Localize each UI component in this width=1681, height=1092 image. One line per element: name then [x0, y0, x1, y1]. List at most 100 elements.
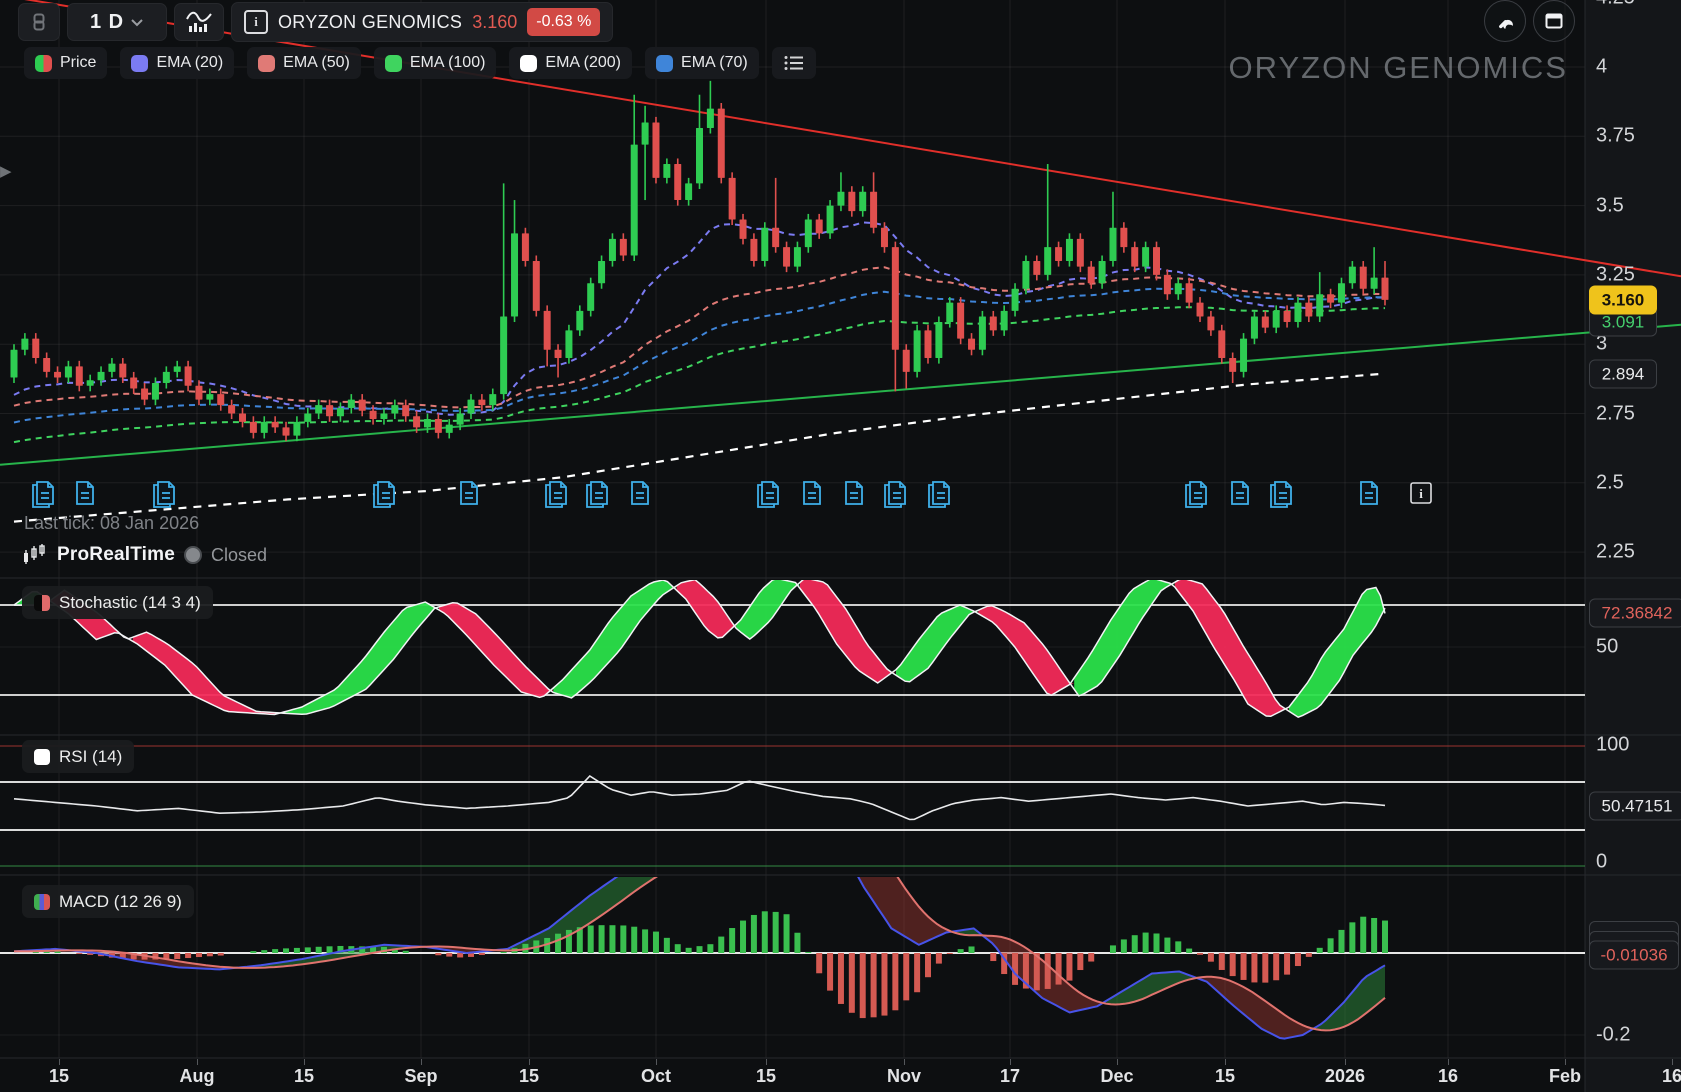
price-axis-label: 3.75 — [1596, 124, 1635, 147]
ema100-line — [13, 306, 1386, 444]
fullscreen-button[interactable] — [1533, 0, 1575, 42]
stochastic-panel — [13, 580, 1386, 719]
time-tick-label: 15 — [518, 1066, 540, 1086]
news-icon[interactable] — [1270, 481, 1292, 508]
news-icon[interactable] — [928, 481, 950, 508]
news-icon[interactable] — [460, 481, 478, 505]
legend-label: EMA (20) — [156, 54, 224, 71]
news-icon[interactable] — [76, 481, 94, 505]
info-marker-icon[interactable]: i — [1410, 482, 1432, 504]
window-icon — [1545, 13, 1563, 29]
info-icon: i — [244, 10, 268, 34]
time-tick-label: Oct — [640, 1066, 672, 1086]
time-tick-label: Dec — [1100, 1066, 1134, 1086]
indicator-axis-label: 0 — [1596, 850, 1608, 873]
news-icon[interactable] — [153, 481, 175, 508]
legend-item-ema50[interactable]: EMA (50) — [247, 47, 361, 79]
news-icon[interactable] — [1360, 481, 1378, 505]
prorealtime-logo-icon — [24, 544, 45, 564]
news-icon[interactable] — [32, 481, 54, 508]
price-axis-label: 2.25 — [1596, 540, 1635, 563]
link-button[interactable] — [18, 3, 60, 41]
news-icon[interactable] — [586, 481, 608, 508]
time-tick-label: 16 — [1437, 1066, 1459, 1086]
legend-item-ema70[interactable]: EMA (70) — [645, 47, 759, 79]
chart-type-icon — [186, 11, 212, 32]
stochastic-label: Stochastic (14 3 4) — [59, 592, 201, 612]
price-axis-label: 3.25 — [1596, 263, 1635, 286]
price-axis-label: 3.5 — [1596, 194, 1624, 217]
time-tick-mark — [656, 1059, 657, 1065]
news-icon[interactable] — [631, 481, 649, 505]
price-axis-label: 4.25 — [1596, 0, 1635, 9]
indicator-axis-label: 100 — [1596, 733, 1630, 756]
axis-strip-bg[interactable] — [1585, 0, 1681, 1092]
rsi-panel-label[interactable]: RSI (14) — [22, 740, 135, 773]
stochastic-panel-label[interactable]: Stochastic (14 3 4) — [22, 586, 213, 619]
timeframe-label: 1 D — [89, 10, 125, 33]
value-badge: -0.01036 — [1589, 940, 1679, 970]
svg-text:i: i — [1419, 486, 1423, 501]
legend: Price EMA (20) EMA (50) EMA (100) EMA (2… — [24, 47, 816, 79]
value-badge: 72.36842 — [1589, 598, 1681, 628]
symbol-last-price: 3.160 — [472, 11, 518, 32]
expand-left-panel-arrow[interactable]: ▶ — [0, 163, 12, 180]
legend-item-ema200[interactable]: EMA (200) — [509, 47, 633, 79]
time-tick-label: 16 — [1661, 1066, 1681, 1086]
time-tick-mark — [197, 1059, 198, 1065]
symbol-watermark: ORYZON GENOMICS — [1228, 50, 1568, 85]
brand-name: ProRealTime — [57, 544, 176, 565]
chart-type-button[interactable] — [174, 3, 224, 41]
legend-item-ema100[interactable]: EMA (100) — [373, 47, 497, 79]
time-tick-mark — [1010, 1059, 1011, 1065]
time-tick-label: 17 — [999, 1066, 1021, 1086]
rsi-label: RSI (14) — [59, 746, 123, 766]
value-badge: 2.894 — [1589, 359, 1657, 389]
indicator-list-button[interactable] — [771, 47, 816, 79]
news-icon[interactable] — [1185, 481, 1207, 508]
market-state-icon — [184, 546, 203, 564]
legend-label: Price — [60, 54, 97, 71]
timeframe-button[interactable]: 1 D — [67, 3, 167, 41]
time-tick-mark — [1117, 1059, 1118, 1065]
settings-button[interactable] — [1484, 0, 1526, 42]
platform-status: ProRealTime Closed — [22, 544, 267, 566]
symbol-name: ORYZON GENOMICS — [278, 11, 463, 32]
time-tick-mark — [529, 1059, 530, 1065]
news-icon[interactable] — [884, 481, 906, 508]
list-icon — [784, 56, 803, 70]
legend-item-ema20[interactable]: EMA (20) — [120, 47, 235, 79]
candles — [10, 80, 1389, 442]
price-axis-label: 3 — [1596, 332, 1608, 355]
rsi-swatch — [34, 748, 50, 765]
time-tick-mark — [304, 1059, 305, 1065]
macd-panel-label[interactable]: MACD (12 26 9) — [22, 885, 194, 918]
time-tick-mark — [766, 1059, 767, 1065]
news-icon[interactable] — [845, 481, 863, 505]
news-icon[interactable] — [1231, 481, 1249, 505]
legend-item-price[interactable]: Price — [24, 47, 108, 79]
toolbar: 1 D i ORYZON GENOMICS 3.160 -0.63 % — [18, 2, 614, 42]
news-markers: i — [32, 481, 1432, 508]
time-tick-mark — [59, 1059, 60, 1065]
ema200-line — [13, 372, 1386, 523]
news-icon[interactable] — [545, 481, 567, 508]
ema70-swatch — [656, 54, 674, 72]
news-icon[interactable] — [803, 481, 821, 505]
ema50-swatch — [258, 54, 276, 72]
time-tick-mark — [904, 1059, 905, 1065]
news-icon[interactable] — [757, 481, 779, 508]
news-icon[interactable] — [373, 481, 395, 508]
support-trendline[interactable] — [0, 323, 1681, 466]
wrench-icon — [1498, 19, 1513, 29]
time-tick-label: Aug — [179, 1066, 215, 1086]
time-tick-label: Sep — [404, 1066, 438, 1086]
symbol-bar[interactable]: i ORYZON GENOMICS 3.160 -0.63 % — [231, 2, 614, 42]
chevron-down-icon — [131, 18, 143, 26]
last-price-badge: 3.160 — [1589, 285, 1657, 315]
time-tick-mark — [1345, 1059, 1346, 1065]
time-tick-label: 15 — [1214, 1066, 1236, 1086]
macd-panel — [13, 877, 1388, 1040]
